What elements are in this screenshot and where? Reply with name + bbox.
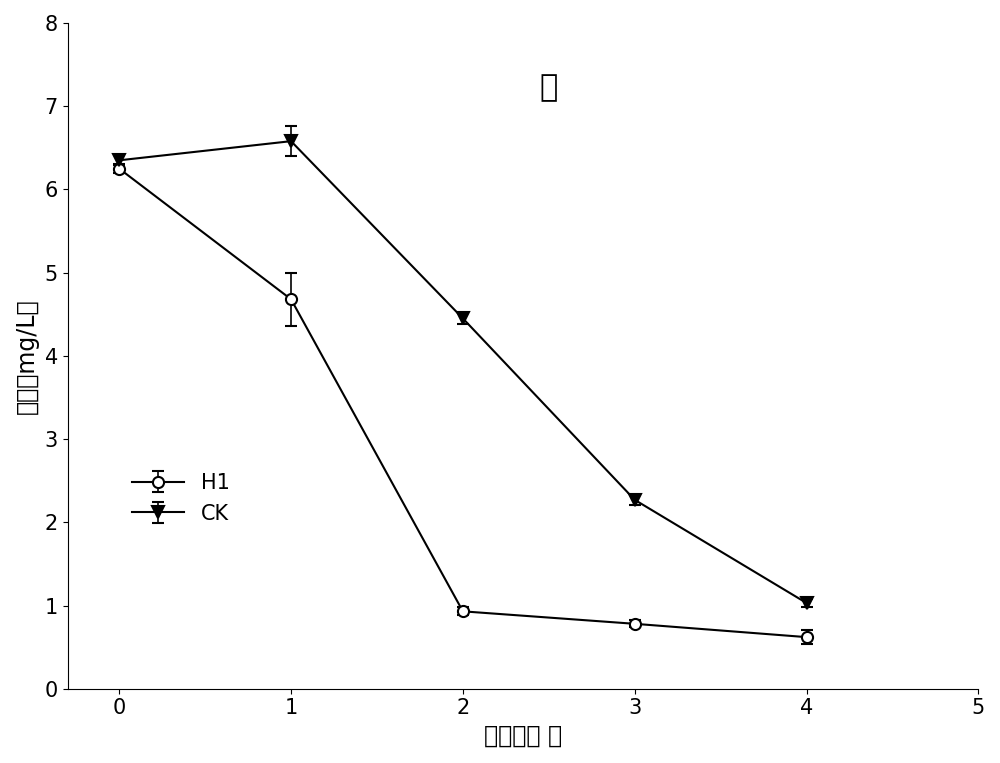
Legend: H1, CK: H1, CK <box>124 465 238 532</box>
Text: 菲: 菲 <box>540 73 558 102</box>
Y-axis label: 浓度（mg/L）: 浓度（mg/L） <box>15 298 39 414</box>
X-axis label: 时间（周 ）: 时间（周 ） <box>484 724 562 748</box>
